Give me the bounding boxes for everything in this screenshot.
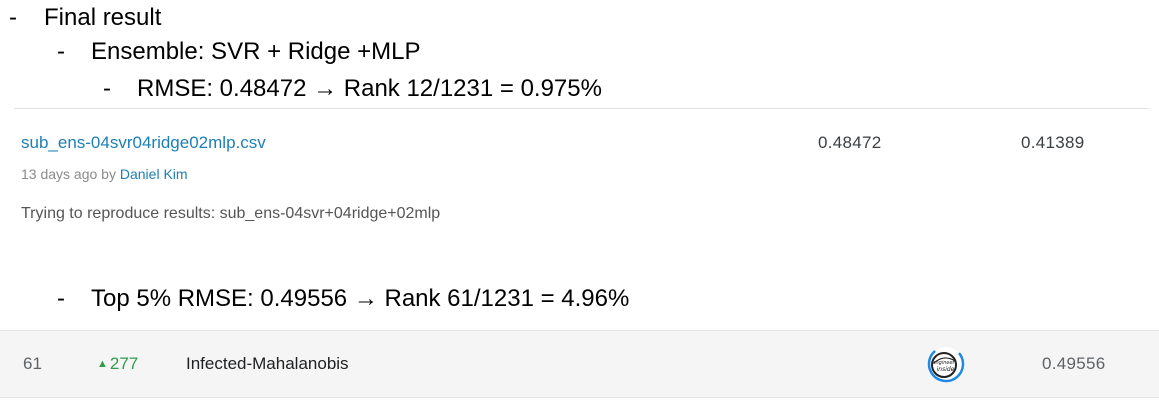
- bullet-dash: -: [9, 4, 17, 31]
- submission-card: sub_ens-04svr04ridge02mlp.csv 0.48472 0.…: [14, 108, 1149, 239]
- bullet-ensemble: - Ensemble: SVR + Ridge +MLP: [57, 38, 421, 66]
- team-name-link[interactable]: Infected-Mahalanobis: [186, 354, 349, 373]
- leaderboard-score: 0.49556: [1042, 354, 1106, 373]
- bullet-dash: -: [57, 38, 65, 65]
- svg-text:inside: inside: [937, 366, 955, 373]
- engineer-inside-avatar-icon[interactable]: engineer inside: [926, 344, 966, 384]
- rank-change-value: 277: [109, 354, 139, 373]
- submission-description: Trying to reproduce results: sub_ens-04s…: [21, 205, 441, 222]
- bullet-text: Top 5% RMSE: 0.49556 → Rank 61/1231 = 4.…: [91, 285, 630, 312]
- bullet-final-result: - Final result: [9, 4, 161, 32]
- leaderboard-row[interactable]: 61 ▲ 277 Infected-Mahalanobis engineer in…: [0, 330, 1159, 398]
- submission-meta: 13 days ago by Daniel Kim: [21, 166, 188, 182]
- bullet-text: Final result: [44, 4, 162, 31]
- up-triangle-icon: ▲: [97, 358, 108, 370]
- rank: 61: [23, 354, 42, 373]
- author-link[interactable]: Daniel Kim: [119, 166, 188, 182]
- submission-time: 13 days ago by: [21, 166, 120, 182]
- rank-change: ▲ 277: [97, 354, 138, 374]
- bullet-dash: -: [57, 285, 65, 312]
- svg-text:engineer: engineer: [932, 360, 955, 366]
- bullet-dash: -: [103, 75, 111, 102]
- private-score: 0.48472: [818, 133, 882, 152]
- bullet-text: Ensemble: SVR + Ridge +MLP: [91, 38, 421, 65]
- bullet-text: RMSE: 0.48472 → Rank 12/1231 = 0.975%: [137, 75, 602, 102]
- public-score: 0.41389: [1021, 133, 1085, 152]
- bullet-rmse: - RMSE: 0.48472 → Rank 12/1231 = 0.975%: [103, 75, 602, 103]
- bullet-top5: - Top 5% RMSE: 0.49556 → Rank 61/1231 = …: [57, 285, 629, 313]
- avatar-graphic: engineer inside: [927, 345, 965, 383]
- submission-filename-link[interactable]: sub_ens-04svr04ridge02mlp.csv: [21, 133, 266, 152]
